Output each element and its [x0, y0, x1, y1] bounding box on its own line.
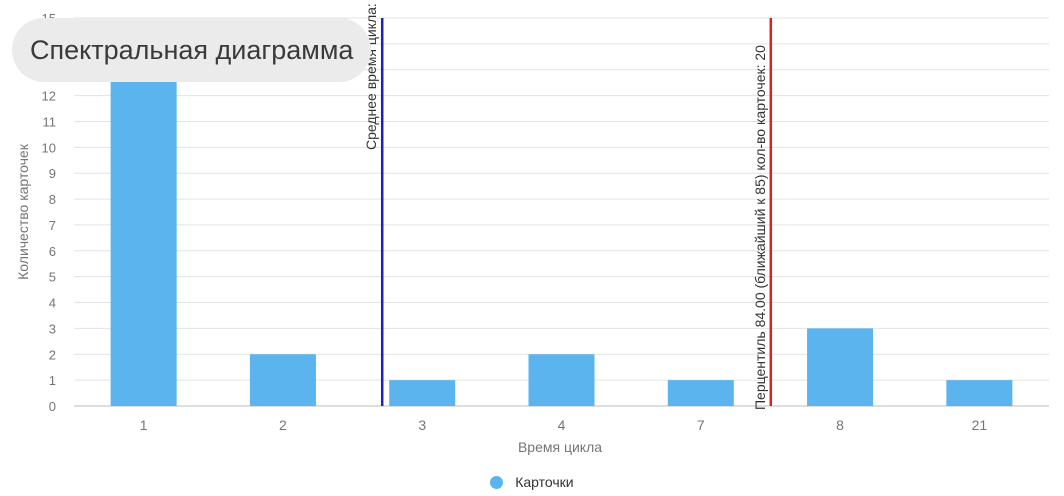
y-tick-label-0: 0: [49, 399, 56, 414]
bar-8: [807, 328, 874, 406]
bar-3: [389, 380, 456, 406]
y-axis-title: Количество карточек: [15, 143, 31, 280]
y-tick-label-8: 8: [49, 192, 56, 207]
x-axis-title: Время цикла: [518, 439, 602, 455]
legend-swatch: [490, 476, 504, 489]
y-tick-label-10: 10: [42, 140, 56, 155]
y-tick-label-6: 6: [49, 244, 56, 259]
reference-line-label-1: Среднее время цикла: 2.51: [363, 0, 379, 150]
x-tick-labels: 1 2 3 4 7 8 21: [140, 417, 988, 433]
bar-2: [249, 354, 316, 406]
y-tick-label-3: 3: [49, 321, 56, 336]
bar-1: [110, 69, 177, 406]
y-tick-label-9: 9: [49, 166, 56, 181]
y-tick-label-2: 2: [49, 347, 56, 362]
y-tick-label-12: 12: [42, 89, 56, 104]
x-tick-label-4: 4: [558, 417, 566, 433]
bar-4: [528, 354, 595, 406]
x-tick-label-2: 2: [279, 417, 287, 433]
chart-title: Спектральная диаграмма: [12, 18, 372, 82]
y-tick-label-5: 5: [49, 270, 56, 285]
bar-7: [667, 380, 734, 406]
legend[interactable]: Карточки: [0, 474, 1064, 490]
reference-line-label-2: Перцентиль 84.00 (ближайший к 85) кол-во…: [752, 45, 768, 410]
legend-label: Карточки: [515, 474, 574, 490]
reference-lines: Среднее время цикла: 2.51 Перцентиль 84.0…: [363, 0, 773, 410]
x-tick-label-8: 8: [836, 417, 844, 433]
y-tick-label-11: 11: [43, 114, 57, 129]
bars: [110, 69, 1013, 406]
x-tick-label-1: 1: [140, 417, 148, 433]
y-tick-label-7: 7: [49, 218, 56, 233]
bar-21: [946, 380, 1013, 406]
x-tick-label-21: 21: [972, 417, 988, 433]
x-tick-label-7: 7: [697, 417, 705, 433]
y-tick-label-1: 1: [49, 373, 56, 388]
x-tick-label-3: 3: [418, 417, 426, 433]
y-tick-label-4: 4: [49, 296, 56, 311]
gridlines: [74, 17, 1049, 407]
